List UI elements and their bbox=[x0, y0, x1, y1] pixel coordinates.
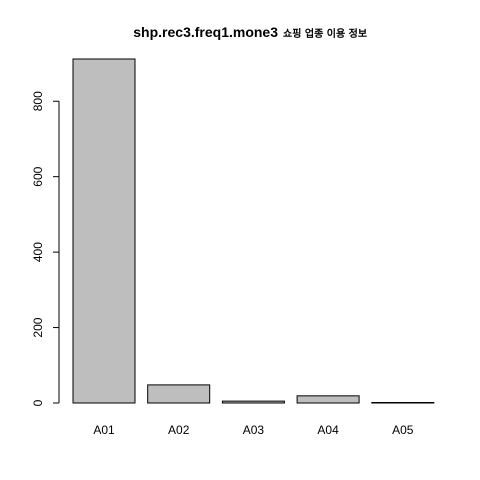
x-tick-label-A03: A03 bbox=[243, 423, 265, 437]
y-axis: 0 200 400 600 800 bbox=[31, 91, 60, 406]
chart-subtitle: 쇼핑 업종 이용 정보 bbox=[283, 27, 367, 40]
x-tick-label-A02: A02 bbox=[168, 423, 190, 437]
chart-title: shp.rec3.freq1.mone3 bbox=[133, 24, 278, 40]
x-tick-label-A05: A05 bbox=[392, 423, 414, 437]
y-tick-label-400: 400 bbox=[31, 242, 45, 262]
y-tick-label-0: 0 bbox=[31, 399, 45, 406]
x-axis-labels: A01 A02 A03 A04 A05 bbox=[93, 423, 413, 437]
bars-group bbox=[72, 58, 435, 404]
bar-A05 bbox=[371, 402, 435, 404]
bar-A02 bbox=[147, 384, 211, 404]
x-tick-label-A01: A01 bbox=[93, 423, 115, 437]
y-tick-label-800: 800 bbox=[31, 91, 45, 111]
bar-A03 bbox=[221, 400, 285, 404]
bar-A01 bbox=[72, 58, 136, 404]
y-tick-label-200: 200 bbox=[31, 317, 45, 337]
y-tick-label-600: 600 bbox=[31, 166, 45, 186]
bar-A04 bbox=[296, 395, 360, 404]
x-tick-label-A04: A04 bbox=[317, 423, 339, 437]
